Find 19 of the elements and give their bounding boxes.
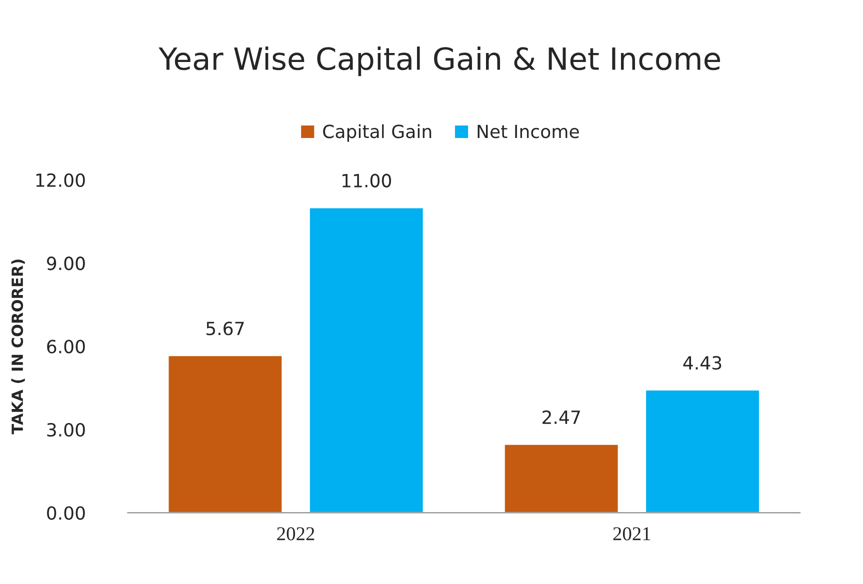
y-tick-label: 12.00 [36,173,85,187]
data-label: 5.67 [206,322,244,336]
data-label: 2.47 [542,410,580,424]
chart-title: Year Wise Capital Gain & Net Income [158,46,720,76]
data-label: 4.43 [683,356,722,370]
y-tick-label: 9.00 [46,256,85,270]
bar [504,444,620,513]
y-axis-title: TAKA ( IN CORORER) [11,260,25,434]
x-tick-label: 2022 [277,527,314,540]
legend-label: Net Income [478,124,579,138]
data-label: 11.00 [342,174,392,188]
bar [644,389,760,513]
y-tick-label: 3.00 [47,422,85,437]
y-tick-label: 6.00 [47,340,85,354]
x-tick-label: 2021 [613,527,650,540]
bar [167,354,284,513]
legend-label: Capital Gain [323,124,432,142]
y-tick-label: 0.00 [47,506,85,520]
bar [308,206,424,513]
